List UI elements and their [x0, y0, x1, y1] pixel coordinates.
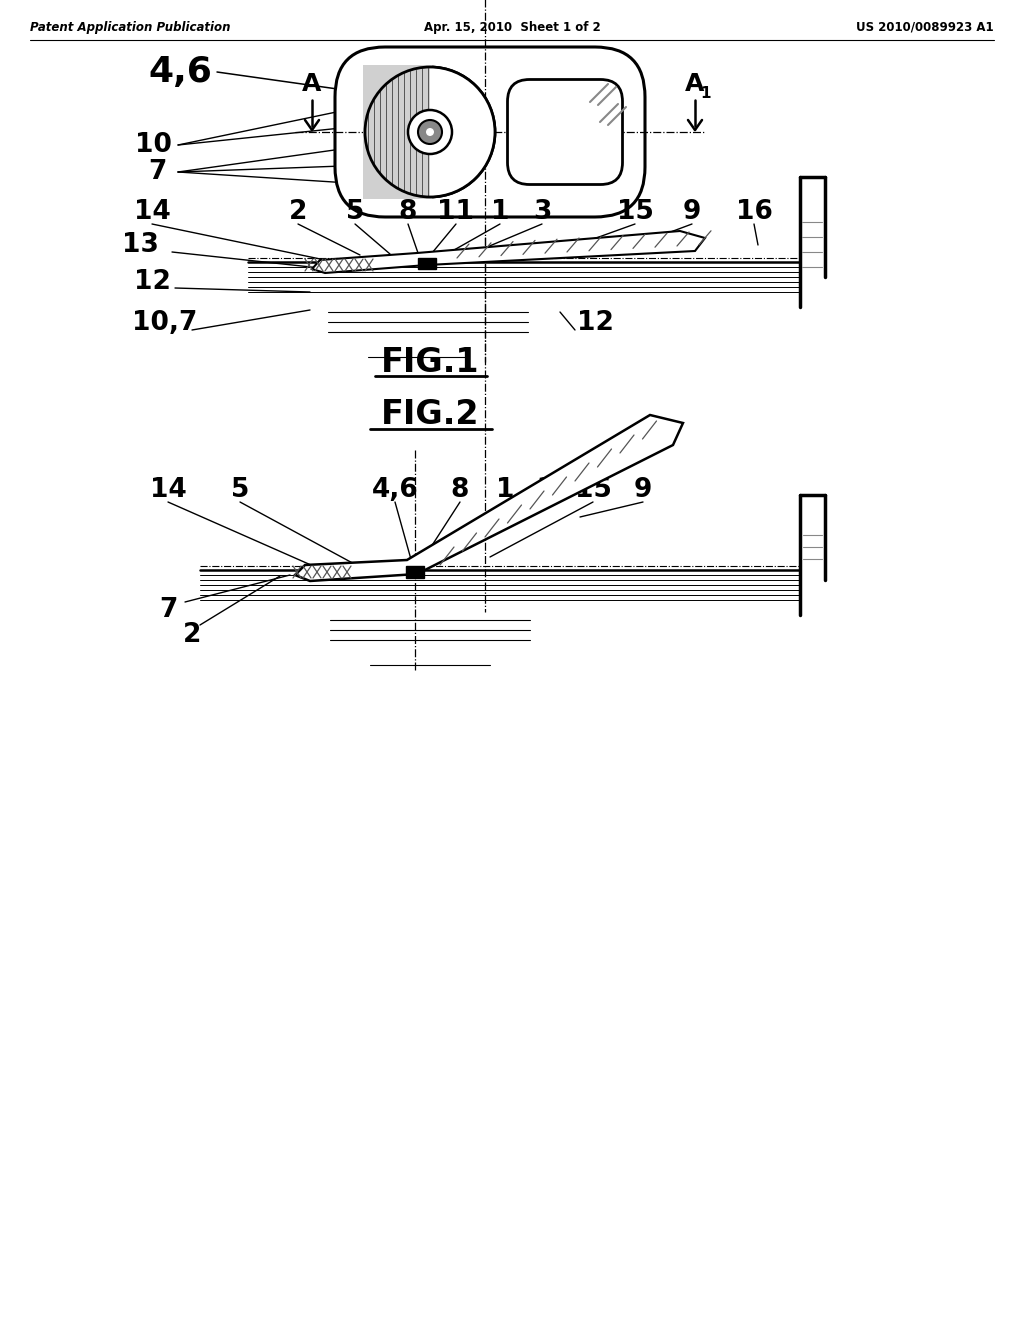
Wedge shape: [430, 69, 494, 195]
Text: 5: 5: [230, 477, 249, 503]
Text: 9: 9: [683, 199, 701, 224]
Polygon shape: [295, 414, 683, 581]
Bar: [362, 65, 432, 199]
Circle shape: [408, 110, 452, 154]
Text: 14: 14: [133, 199, 170, 224]
FancyBboxPatch shape: [335, 48, 645, 216]
Text: 12: 12: [133, 269, 170, 294]
Text: 1: 1: [700, 87, 712, 102]
Text: Apr. 15, 2010  Sheet 1 of 2: Apr. 15, 2010 Sheet 1 of 2: [424, 21, 600, 33]
Text: 8: 8: [451, 477, 469, 503]
Text: 1: 1: [490, 199, 509, 224]
Bar: [406, 566, 424, 578]
Circle shape: [365, 67, 495, 197]
Text: 7: 7: [159, 597, 177, 623]
Text: A: A: [302, 73, 322, 96]
Text: 3: 3: [532, 199, 551, 224]
Polygon shape: [312, 231, 705, 273]
Text: 4,6: 4,6: [372, 477, 419, 503]
Bar: [418, 257, 436, 269]
Text: 13: 13: [122, 232, 159, 257]
Text: 9: 9: [634, 477, 652, 503]
Text: US 2010/0089923 A1: US 2010/0089923 A1: [856, 21, 994, 33]
Text: A: A: [685, 73, 705, 96]
Text: 15: 15: [574, 477, 611, 503]
Text: 8: 8: [398, 199, 417, 224]
Text: 10: 10: [135, 132, 172, 158]
Text: 11: 11: [437, 199, 474, 224]
Circle shape: [418, 120, 442, 144]
Text: 2: 2: [289, 199, 307, 224]
Text: FIG.2: FIG.2: [381, 399, 479, 432]
FancyBboxPatch shape: [508, 79, 623, 185]
Text: 4,6: 4,6: [148, 55, 212, 88]
Text: 15: 15: [616, 199, 653, 224]
Text: 10,7: 10,7: [132, 310, 198, 337]
Circle shape: [426, 128, 434, 136]
Circle shape: [366, 69, 494, 195]
Text: 5: 5: [346, 199, 365, 224]
Text: 2: 2: [183, 622, 201, 648]
Text: 12: 12: [577, 310, 613, 337]
Text: 3: 3: [536, 477, 554, 503]
Text: 16: 16: [735, 199, 772, 224]
Text: 14: 14: [150, 477, 186, 503]
Text: 1: 1: [496, 477, 514, 503]
Text: 7: 7: [148, 158, 166, 185]
Text: FIG.1: FIG.1: [381, 346, 479, 379]
Text: Patent Application Publication: Patent Application Publication: [30, 21, 230, 33]
